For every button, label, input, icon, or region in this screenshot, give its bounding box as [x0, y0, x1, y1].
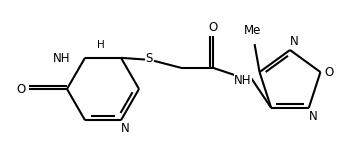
Text: NH: NH	[53, 51, 71, 65]
Text: H: H	[97, 40, 105, 50]
Text: N: N	[121, 122, 129, 135]
Text: N: N	[309, 110, 317, 123]
Text: NH: NH	[234, 74, 252, 87]
Text: O: O	[325, 66, 334, 79]
Text: S: S	[145, 52, 153, 65]
Text: O: O	[16, 83, 26, 95]
Text: Me: Me	[244, 24, 261, 37]
Text: N: N	[290, 34, 298, 47]
Text: O: O	[208, 21, 218, 34]
